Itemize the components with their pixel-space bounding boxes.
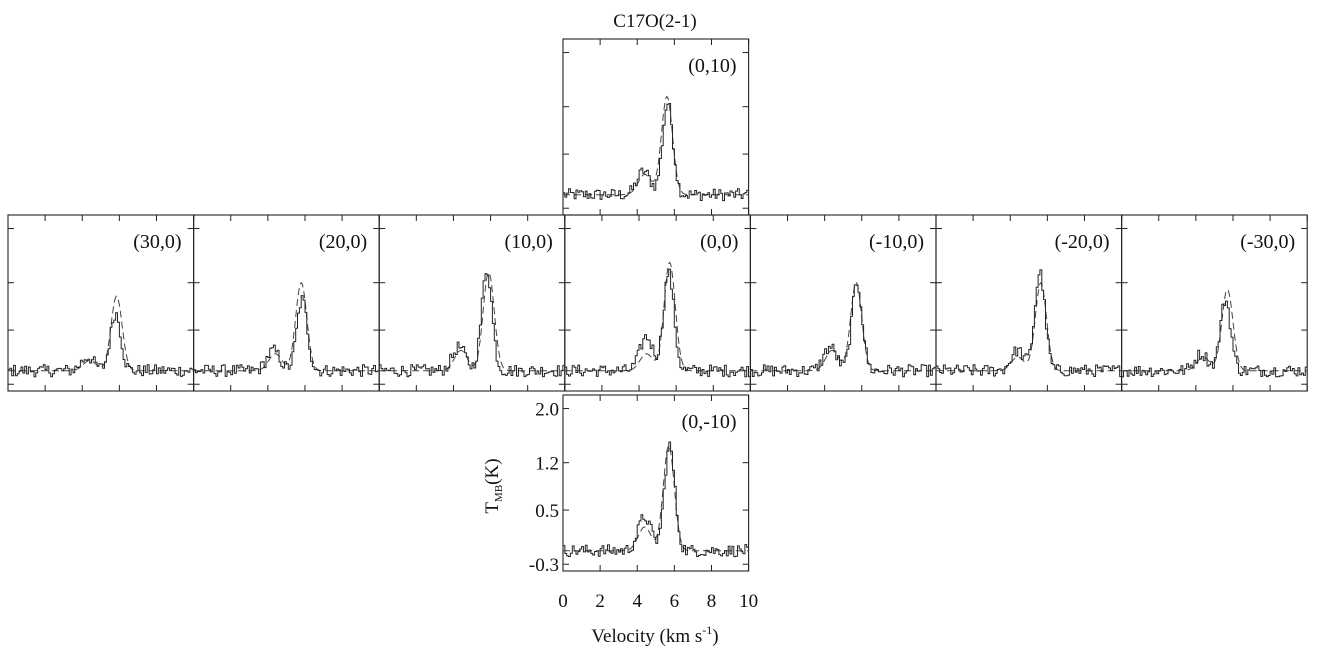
- y-tick-label: 2.0: [535, 400, 559, 421]
- y-tick-label: -0.3: [529, 555, 559, 576]
- figure-title: C17O(2-1): [613, 11, 696, 32]
- spectrum-panel: (-30,0): [1121, 214, 1308, 392]
- observed-spectrum: [564, 268, 751, 378]
- observed-spectrum: [1121, 300, 1308, 378]
- spectrum-panel: (-20,0): [935, 214, 1123, 392]
- spectrum-panel: (0,10): [562, 38, 750, 216]
- model-line: [379, 271, 565, 372]
- y-axis-label: TMB(K): [482, 458, 505, 513]
- model-line: [750, 281, 936, 372]
- x-tick-label: 6: [670, 591, 680, 612]
- panel-offset-label: (0,-10): [682, 411, 737, 433]
- x-tick-label: 10: [739, 591, 758, 612]
- panel-frame: [562, 394, 750, 572]
- panel-offset-label: (0,10): [688, 55, 736, 77]
- model-line: [563, 444, 749, 552]
- spectrum-panel: (-10,0): [749, 214, 937, 392]
- model-line: [8, 295, 194, 372]
- panel-offset-label: (30,0): [133, 231, 181, 253]
- x-tick-label: 8: [707, 591, 717, 612]
- observed-spectrum: [193, 295, 380, 377]
- panel-frame: [1121, 214, 1308, 392]
- spectrum-panel: (10,0): [378, 214, 566, 392]
- observed-spectrum: [563, 103, 749, 202]
- y-tick-label: 0.5: [535, 501, 559, 522]
- panel-offset-label: (-30,0): [1240, 231, 1295, 253]
- spectrum-panel: (0,0): [564, 214, 751, 392]
- observed-spectrum: [8, 312, 194, 378]
- x-tick-label: 2: [595, 591, 605, 612]
- spectrum-panel: (20,0): [193, 214, 380, 392]
- observed-spectrum: [379, 273, 565, 378]
- observed-spectrum: [563, 441, 749, 558]
- panel-offset-label: (10,0): [504, 231, 552, 253]
- y-tick-label: 1.2: [535, 454, 559, 475]
- panel-offset-label: (-10,0): [869, 231, 924, 253]
- spectra-panels: (0,10) (30,0) (20,0) (10,0) (0,0) (-10,0) (-20…: [7, 38, 1308, 572]
- x-axis-label: Velocity (km s-1): [591, 623, 718, 647]
- axis-tick-labels: 0 2 4 6 8 10 -0.3 0.5 1.2 2.0: [529, 400, 758, 612]
- observed-spectrum: [750, 284, 936, 378]
- observed-spectrum: [936, 269, 1122, 378]
- model-line: [193, 281, 380, 372]
- panel-offset-label: (-20,0): [1055, 231, 1110, 253]
- x-tick-label: 0: [558, 591, 568, 612]
- spectrum-panel: (0,-10): [562, 394, 750, 572]
- panel-offset-label: (0,0): [700, 231, 738, 253]
- spectrum-panel: (30,0): [7, 214, 195, 392]
- panel-offset-label: (20,0): [319, 231, 367, 253]
- x-tick-label: 4: [632, 591, 642, 612]
- model-line: [936, 281, 1122, 372]
